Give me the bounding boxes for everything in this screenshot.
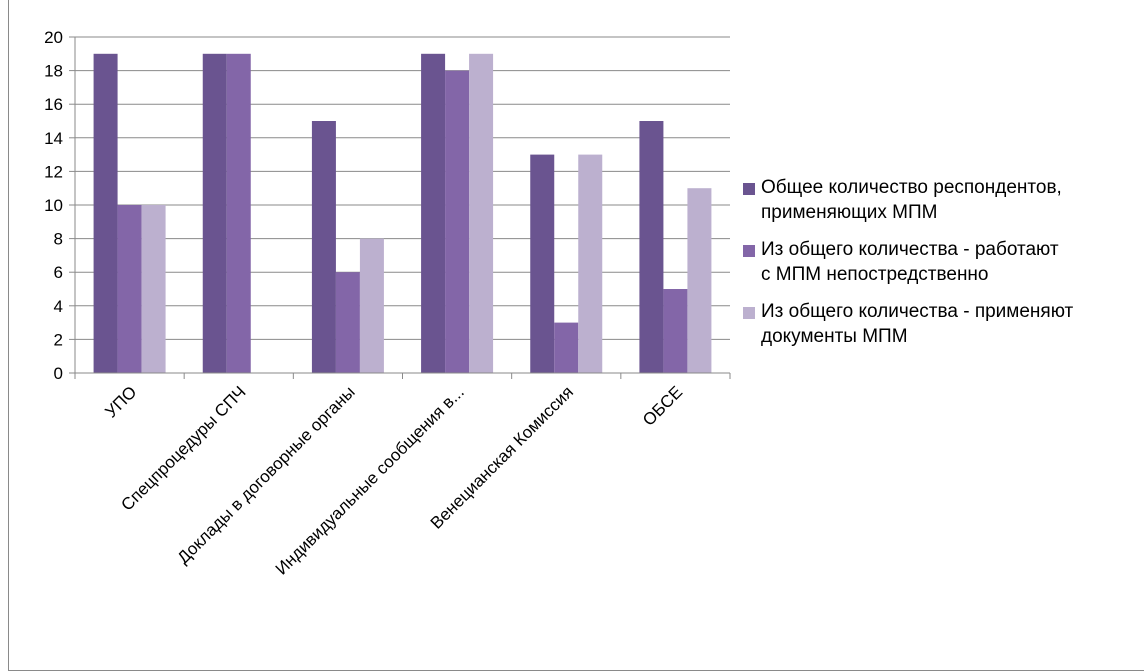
bar: [663, 289, 688, 373]
x-category-label: Индивидуальные сообщения в...: [272, 382, 468, 578]
bar: [117, 205, 142, 373]
legend-swatch: [743, 245, 755, 257]
bar: [469, 53, 494, 374]
y-tick-label: 12: [44, 162, 63, 181]
y-tick-label: 16: [44, 95, 63, 114]
x-category-label: Доклады в договорные органы: [174, 382, 359, 567]
bar: [530, 154, 555, 373]
bar: [578, 154, 603, 373]
legend-label: Из общего количества - применяют докумен…: [761, 301, 1074, 347]
bar: [311, 121, 336, 373]
bars: [93, 53, 712, 374]
bar: [554, 322, 579, 373]
chart-frame: [8, 0, 1144, 671]
bar: [421, 53, 446, 374]
bar: [687, 188, 712, 373]
y-tick-label: 14: [44, 129, 63, 148]
x-category-label: Спецпроцедуры СПЧ: [117, 382, 249, 514]
bar: [141, 205, 166, 373]
bar: [359, 238, 384, 373]
axes: [69, 36, 731, 379]
bar: [226, 53, 251, 374]
y-tick-label: 10: [44, 196, 63, 215]
x-category-label: УПО: [101, 382, 140, 421]
bar: [335, 272, 360, 373]
gridlines: [75, 36, 730, 374]
y-tick-label: 18: [44, 62, 63, 81]
y-tick-label: 8: [54, 230, 63, 249]
legend-item: Из общего количества - работают с МПМ не…: [743, 237, 1143, 287]
y-tick-label: 0: [54, 364, 63, 383]
bar: [445, 70, 470, 373]
legend-item: Общее количество респондентов, применяющ…: [743, 175, 1143, 225]
legend: Общее количество респондентов, применяющ…: [743, 175, 1143, 361]
y-tick-label: 2: [54, 330, 63, 349]
y-tick-label: 20: [44, 28, 63, 47]
legend-swatch: [743, 183, 755, 195]
bar: [93, 53, 118, 374]
legend-swatch: [743, 307, 755, 319]
bar: [202, 53, 227, 374]
legend-label: Общее количество респондентов, применяющ…: [761, 177, 1062, 223]
legend-label: Из общего количества - работают с МПМ не…: [761, 239, 1059, 285]
y-tick-label: 4: [54, 297, 63, 316]
x-category-label: ОБСЕ: [639, 382, 686, 429]
bar: [639, 121, 664, 373]
y-tick-label: 6: [54, 263, 63, 282]
y-tick-labels: 0 2 4 6 8 10 12 14 16 18 20: [44, 28, 63, 383]
legend-item: Из общего количества - применяют докумен…: [743, 299, 1143, 349]
